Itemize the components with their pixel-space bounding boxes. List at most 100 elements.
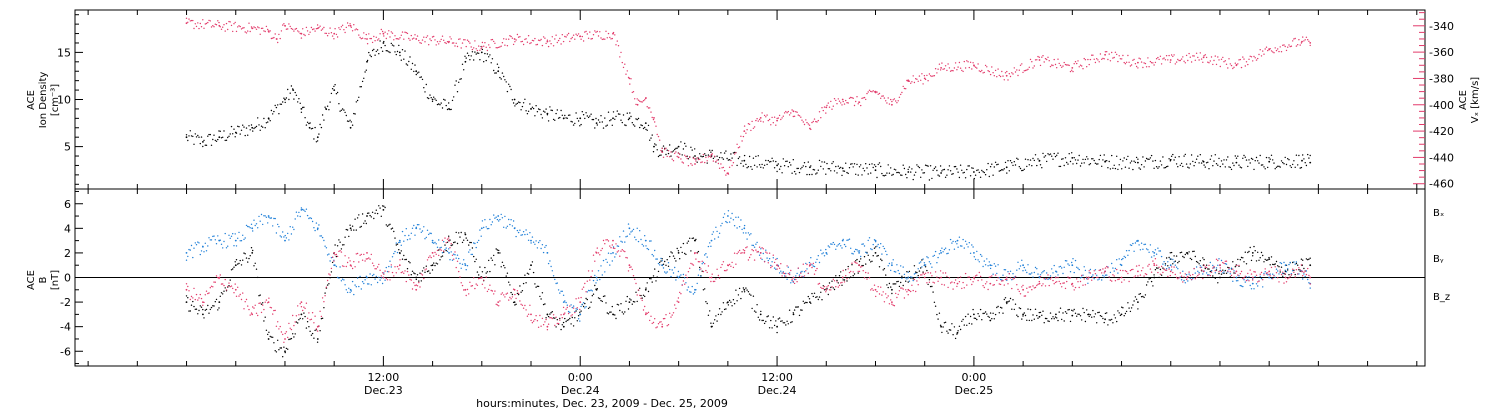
bottom-b-series-2-sample	[512, 288, 515, 290]
bottom-b-series-1-sample	[542, 251, 545, 254]
top-vx-series-0-sample	[1093, 58, 1095, 60]
bottom-b-series-2-point	[1087, 276, 1090, 279]
top-vx-series-0-sample	[1177, 58, 1179, 61]
top-vx-series-0-sample	[599, 31, 601, 33]
bottom-b-series-0-sample	[822, 285, 824, 287]
bottom-b-series-2-sample	[671, 314, 673, 316]
bottom-b-series-0-sample	[634, 301, 636, 303]
bottom-b-series-1-sample	[726, 221, 728, 224]
bottom-b-series-1-sample	[344, 284, 346, 286]
top-density-series-0-sample	[426, 97, 429, 99]
bottom-b-series-2-sample	[1112, 274, 1114, 276]
top-vx-series-0-sample	[289, 25, 291, 28]
bottom-b-series-0-point	[1005, 301, 1008, 303]
top-vx-series-0-sample	[1149, 60, 1152, 63]
bottom-b-series-0-sample	[393, 230, 395, 233]
bottom-b-series-1-sample	[686, 289, 688, 291]
top-vx-series-0-sample	[1047, 56, 1049, 58]
bottom-b-series-0-sample	[660, 260, 662, 262]
top-vx-series-0-sample	[991, 66, 993, 68]
top-density-series-0-sample	[358, 96, 360, 99]
bottom-b-series-1-sample	[190, 244, 193, 247]
top-vx-series-0-sample	[1274, 47, 1276, 49]
bottom-b-series-0-sample	[200, 306, 203, 308]
bottom-b-series-0-sample	[1188, 251, 1190, 253]
bottom-b-series-1-sample	[1217, 264, 1219, 266]
bottom-b-series-0-sample	[400, 250, 402, 252]
top-density-series-0-sample	[601, 121, 603, 123]
top-density-series-0-sample	[1297, 164, 1299, 166]
top-vx-series-0-sample	[650, 111, 652, 113]
top-density-series-0-sample	[503, 75, 505, 78]
bottom-b-series-0-sample	[240, 264, 243, 266]
top-density-series-0-sample	[1213, 160, 1215, 162]
bottom-b-series-1-sample	[519, 229, 521, 231]
bottom-b-series-2-sample	[1167, 275, 1169, 278]
bottom-b-series-2-sample	[772, 254, 774, 256]
top-vx-series-0-sample	[384, 31, 386, 33]
top-vx-series-0-sample	[486, 49, 489, 52]
bottom-b-series-1-sample	[1184, 282, 1187, 284]
bottom-b-series-2-sample	[826, 286, 828, 288]
bottom-b-series-0-sample	[886, 284, 888, 286]
bottom-b-series-1-sample	[1062, 272, 1064, 275]
bottom-b-series-1-sample	[1009, 270, 1012, 272]
bottom-b-series-1-sample	[391, 256, 394, 258]
top-vx-series-0-sample	[413, 37, 415, 39]
bottom-b-series-0-sample	[1245, 263, 1248, 265]
bottom-b-series-0-point	[562, 325, 565, 328]
bottom-b-series-2-sample	[419, 286, 421, 288]
bottom-b-series-1-sample	[592, 279, 595, 282]
bottom-b-series-1-sample	[841, 247, 843, 249]
top-density-series-0-sample	[1229, 166, 1232, 169]
bottom-b-series-0-sample	[752, 295, 755, 297]
bottom-b-series-2-sample	[682, 280, 685, 282]
bottom-b-series-0-sample	[1023, 312, 1025, 314]
bottom-b-series-2-sample	[954, 279, 957, 281]
top-density-series-0-sample	[198, 136, 200, 138]
bottom-b-series-1-sample	[860, 255, 862, 258]
top-vx-series-0-sample	[902, 85, 904, 88]
top-density-series-0-sample	[530, 108, 532, 110]
bottom-b-series-1-sample	[505, 227, 507, 229]
bottom-b-series-1-sample	[257, 227, 259, 229]
bottom-b-series-2-sample	[426, 259, 429, 261]
bottom-b-series-1-sample	[1089, 268, 1092, 271]
bottom-b-series-1-sample	[954, 241, 957, 243]
top-density-series-0-sample	[1242, 157, 1244, 159]
bottom-left-tick-label: 0	[64, 272, 71, 285]
top-vx-series-0-sample	[1071, 69, 1073, 72]
bottom-b-series-1-sample	[1213, 267, 1215, 269]
top-vx-series-0-sample	[411, 38, 414, 40]
bottom-b-series-2-sample	[1089, 272, 1092, 274]
bottom-b-series-0-sample	[313, 337, 315, 339]
top-vx-series-0-sample	[1247, 63, 1249, 66]
top-density-series-0-sample	[634, 125, 636, 127]
bottom-b-series-1-sample	[1268, 277, 1270, 279]
bottom-b-series-1-sample	[602, 259, 605, 262]
top-vx-series-0-sample	[1235, 63, 1238, 66]
bottom-b-series-0-sample	[820, 291, 822, 293]
top-density-series-0-sample	[642, 127, 645, 130]
top-vx-series-0-sample	[753, 126, 756, 128]
top-vx-series-0-sample	[469, 42, 471, 44]
bottom-b-series-0-sample	[974, 317, 977, 320]
bottom-b-series-0-point	[497, 252, 500, 254]
top-vx-series-0-sample	[661, 147, 663, 150]
top-density-series-0-sample	[979, 176, 982, 178]
top-density-series-0-sample	[843, 170, 846, 172]
top-density-series-0-sample	[861, 174, 863, 176]
top-vx-series-0-sample	[885, 100, 887, 102]
bottom-b-series-0-sample	[1253, 245, 1255, 248]
bottom-b-series-2-sample	[620, 250, 622, 252]
top-density-series-0-point	[349, 126, 352, 129]
bottom-b-series-0-sample	[364, 220, 366, 222]
top-density-series-0-sample	[1091, 158, 1093, 160]
bottom-b-series-2-sample	[808, 265, 811, 267]
bottom-b-series-0-sample	[521, 290, 524, 292]
bottom-b-series-0-sample	[753, 310, 756, 312]
bottom-b-series-2-sample	[368, 257, 370, 259]
bottom-b-series-0-sample	[445, 249, 447, 252]
bottom-b-series-1-sample	[547, 262, 550, 265]
top-vx-series-0-sample	[319, 25, 321, 27]
